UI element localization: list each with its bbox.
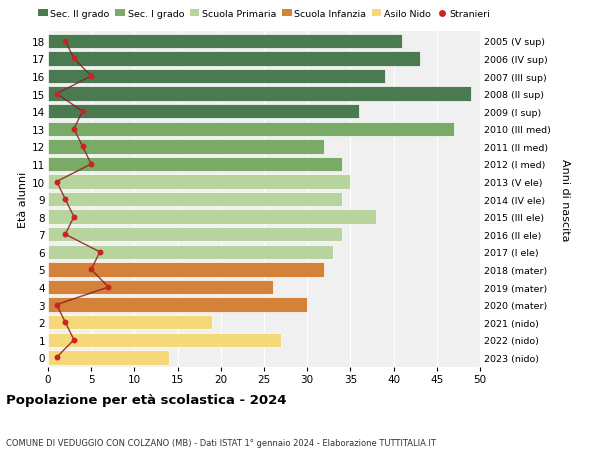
Point: [61, 196, 70, 203]
Bar: [48, 52, 419, 67]
Bar: [48, 228, 342, 242]
Point: [52, 179, 61, 186]
Bar: [48, 122, 454, 137]
Text: Popolazione per età scolastica - 2024: Popolazione per età scolastica - 2024: [6, 393, 287, 406]
Point: [78, 143, 88, 151]
Bar: [48, 263, 325, 277]
Text: COMUNE DI VEDUGGIO CON COLZANO (MB) - Dati ISTAT 1° gennaio 2024 - Elaborazione : COMUNE DI VEDUGGIO CON COLZANO (MB) - Da…: [6, 438, 436, 448]
Legend: Sec. II grado, Sec. I grado, Scuola Primaria, Scuola Infanzia, Asilo Nido, Stran: Sec. II grado, Sec. I grado, Scuola Prim…: [38, 10, 490, 19]
Bar: [48, 298, 307, 312]
Point: [61, 231, 70, 238]
Point: [69, 56, 79, 63]
Point: [69, 126, 79, 133]
Point: [86, 73, 96, 80]
Bar: [48, 105, 359, 119]
Bar: [48, 157, 342, 172]
Bar: [48, 87, 472, 101]
Point: [61, 38, 70, 45]
Point: [95, 249, 104, 256]
Point: [104, 284, 113, 291]
Bar: [48, 245, 333, 259]
Point: [52, 354, 61, 361]
Y-axis label: Anni di nascita: Anni di nascita: [560, 158, 571, 241]
Bar: [48, 210, 376, 224]
Point: [78, 108, 88, 116]
Bar: [48, 34, 402, 49]
Bar: [48, 140, 325, 154]
Bar: [48, 350, 169, 365]
Bar: [48, 315, 212, 330]
Point: [69, 213, 79, 221]
Point: [69, 336, 79, 344]
Point: [61, 319, 70, 326]
Bar: [48, 280, 272, 295]
Point: [52, 301, 61, 308]
Bar: [48, 333, 281, 347]
Bar: [48, 70, 385, 84]
Point: [86, 161, 96, 168]
Bar: [48, 192, 342, 207]
Bar: [48, 175, 350, 189]
Point: [86, 266, 96, 274]
Y-axis label: Età alunni: Età alunni: [18, 172, 28, 228]
Point: [52, 91, 61, 98]
